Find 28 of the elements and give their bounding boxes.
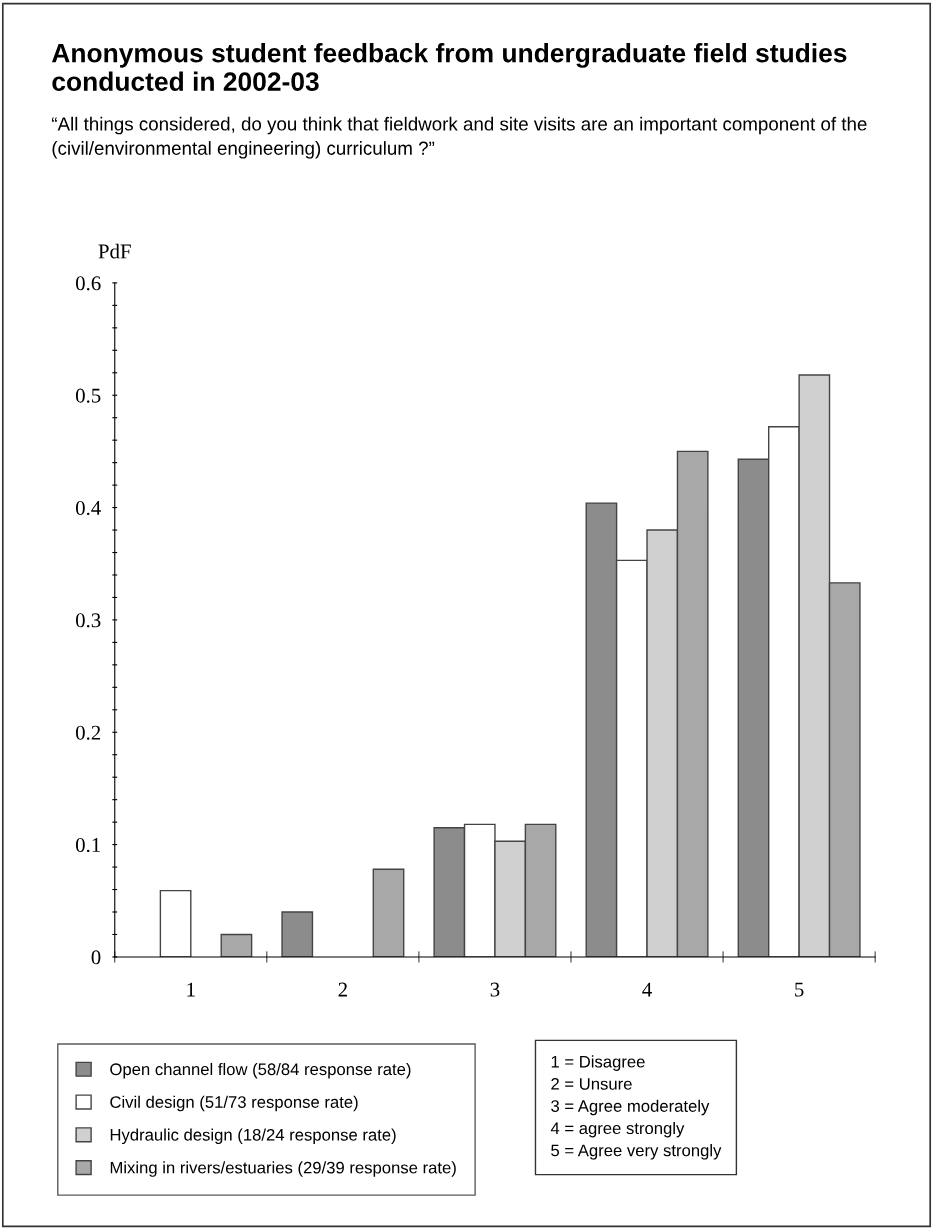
text: 4 = agree strongly xyxy=(550,1121,685,1138)
text: 1 = Disagree xyxy=(551,1055,645,1071)
x-tick-label: 3 xyxy=(490,982,500,997)
y-tick-label: 0.2 xyxy=(75,725,101,740)
legend-label: Mixing in rivers/estuaries (29/39 response rate) xyxy=(110,1161,456,1177)
y-tick-label: 0.6 xyxy=(75,276,101,291)
bar xyxy=(281,911,314,957)
y-tick-label: 0.1 xyxy=(75,837,100,853)
bar xyxy=(220,933,253,957)
text: 2 = Unsure xyxy=(551,1077,632,1090)
x-tick-label: 2 xyxy=(338,982,347,997)
chart-subtitle: “All things considered, do you think that fieldwork and site visits are an important component of the (civil/environmental engineering) curriculum ?” xyxy=(52,116,867,159)
legend-label: Civil design (51/73 response rate) xyxy=(110,1095,358,1112)
legend-label: Open channel flow (58/84 response rate) xyxy=(110,1062,411,1079)
y-tick-label: 0.5 xyxy=(75,388,101,403)
x-tick-label: 4 xyxy=(642,982,652,997)
x-tick-label: 5 xyxy=(795,982,804,997)
x-tick-label: 1 xyxy=(187,982,195,997)
legend-label: Hydraulic design (18/24 response rate) xyxy=(110,1128,396,1145)
y-tick-label: 0.3 xyxy=(75,613,101,628)
text: 3 = Agree moderately xyxy=(551,1099,710,1116)
bar xyxy=(372,868,405,957)
y-axis-title: PdF xyxy=(98,243,131,259)
y-tick-label: 0.4 xyxy=(75,500,101,516)
chart-title: Anonymous student feedback from undergraduate field studies conducted in 2002-03 xyxy=(51,43,847,92)
bar xyxy=(159,889,192,957)
y-tick-label: 0 xyxy=(91,950,101,965)
text: 5 = Agree very strongly xyxy=(551,1144,722,1160)
